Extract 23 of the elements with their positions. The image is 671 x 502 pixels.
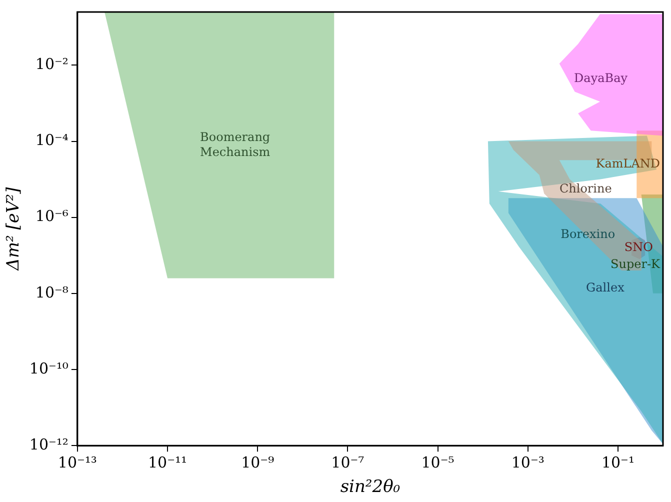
series-label: Borexino (560, 226, 616, 241)
x-tick-label: 10⁻⁷ (331, 453, 364, 472)
x-tick-label: 10⁻¹ (601, 453, 634, 472)
x-tick-label: 10⁻⁵ (421, 453, 454, 472)
y-tick-label: 10⁻² (35, 55, 68, 74)
series-label: Super-K (610, 257, 662, 272)
y-tick-label: 10⁻⁴ (35, 131, 68, 150)
y-tick-label: 10⁻¹² (29, 435, 68, 454)
series-label: Chlorine (559, 182, 612, 196)
x-tick-label: 10⁻³ (511, 453, 544, 472)
x-axis-title: sin²2θ₀ (340, 477, 400, 498)
series-label: KamLAND (596, 156, 660, 171)
y-tick-label: 10⁻⁸ (35, 283, 68, 302)
x-tick-label: 10⁻¹¹ (148, 453, 188, 472)
y-tick-label: 10⁻⁶ (35, 207, 68, 226)
series-label: DayaBay (574, 70, 628, 85)
x-tick-label: 10⁻⁹ (241, 453, 274, 472)
y-axis-title: Δm² [eV²] (4, 186, 24, 272)
series-label: Gallex (586, 280, 625, 295)
series-label: Boomerang Mechanism (200, 130, 271, 159)
x-tick-label: 10⁻¹³ (58, 453, 97, 472)
y-tick-label: 10⁻¹⁰ (29, 359, 68, 378)
series-label: SNO (624, 240, 654, 254)
